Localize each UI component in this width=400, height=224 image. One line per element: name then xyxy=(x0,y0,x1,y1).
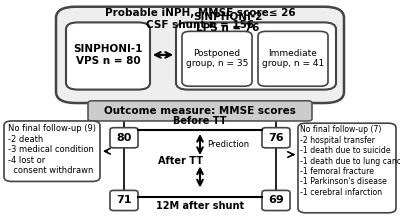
FancyBboxPatch shape xyxy=(66,22,150,90)
FancyBboxPatch shape xyxy=(262,128,290,148)
FancyBboxPatch shape xyxy=(110,190,138,211)
Text: No final follow-up (9)
-2 death
-3 medical condition
-4 lost or
  consent withdr: No final follow-up (9) -2 death -3 medic… xyxy=(8,124,96,175)
Text: Postponed
group, n = 35: Postponed group, n = 35 xyxy=(186,49,248,68)
FancyBboxPatch shape xyxy=(110,128,138,148)
Text: 80: 80 xyxy=(116,133,132,143)
FancyBboxPatch shape xyxy=(262,190,290,211)
Text: Immediate
group, n = 41: Immediate group, n = 41 xyxy=(262,49,324,68)
Text: 12M after shunt: 12M after shunt xyxy=(156,201,244,211)
FancyBboxPatch shape xyxy=(4,121,100,181)
FancyBboxPatch shape xyxy=(298,123,396,213)
Text: SINPHONI-2
LPS n = 76: SINPHONI-2 LPS n = 76 xyxy=(193,12,263,33)
Text: SINPHONI-1
VPS n = 80: SINPHONI-1 VPS n = 80 xyxy=(73,44,143,66)
Text: No final follow-up (7)
-2 hospital transfer
-1 death due to suicide
-1 death due: No final follow-up (7) -2 hospital trans… xyxy=(300,125,400,197)
Text: 71: 71 xyxy=(116,196,132,205)
Text: 69: 69 xyxy=(268,196,284,205)
Text: 76: 76 xyxy=(268,133,284,143)
FancyBboxPatch shape xyxy=(176,22,336,90)
Text: Outcome measure: MMSE scores: Outcome measure: MMSE scores xyxy=(104,106,296,116)
FancyBboxPatch shape xyxy=(182,31,252,86)
Text: Probable iNPH, MMSE score≤ 26
CSF shunt n = 156: Probable iNPH, MMSE score≤ 26 CSF shunt … xyxy=(105,8,295,30)
FancyBboxPatch shape xyxy=(88,101,312,121)
FancyBboxPatch shape xyxy=(56,7,344,103)
Text: Prediction: Prediction xyxy=(207,140,249,149)
Text: After TT: After TT xyxy=(158,156,202,166)
Text: Before TT: Before TT xyxy=(173,116,227,126)
FancyBboxPatch shape xyxy=(258,31,328,86)
